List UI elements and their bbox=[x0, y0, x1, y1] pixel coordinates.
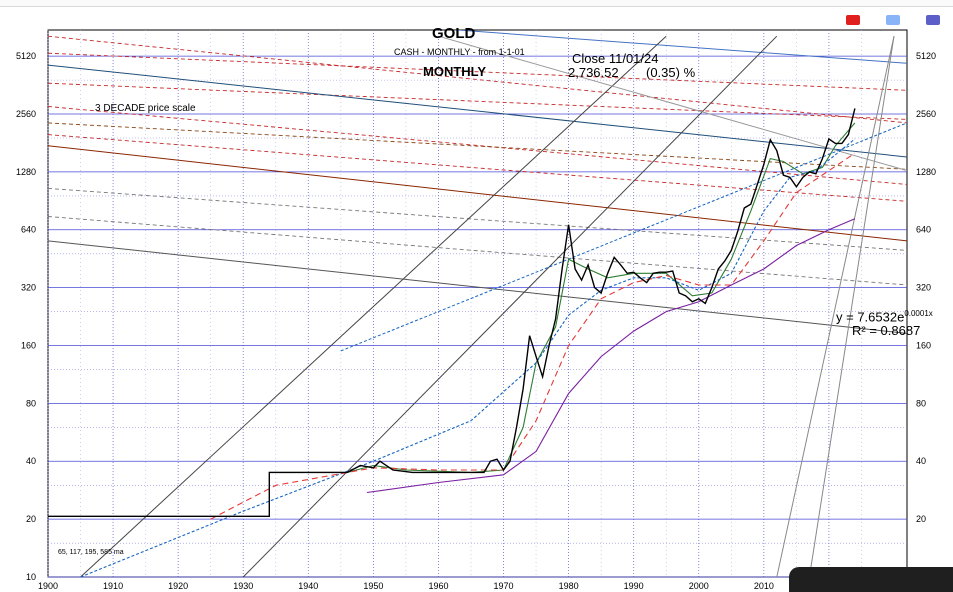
y-tick-label-right-5: 160 bbox=[916, 340, 931, 350]
x-tick-label-7: 1970 bbox=[494, 581, 514, 591]
scale-note: 3 DECADE price scale bbox=[95, 103, 196, 114]
y-tick-label-left-6: 80 bbox=[26, 398, 36, 408]
y-tick-label-right-1: 2560 bbox=[916, 109, 936, 119]
x-tick-label-5: 1950 bbox=[363, 581, 383, 591]
trend-line-8 bbox=[438, 35, 907, 172]
close-date-label: Close 11/01/24 bbox=[572, 51, 659, 66]
x-tick-label-6: 1960 bbox=[428, 581, 448, 591]
trend-line-6 bbox=[776, 36, 895, 577]
teams-icon[interactable] bbox=[926, 15, 940, 25]
y-tick-label-left-0: 5120 bbox=[16, 51, 36, 61]
y-tick-label-left-8: 20 bbox=[26, 514, 36, 524]
x-tick-label-8: 1980 bbox=[559, 581, 579, 591]
trend-line-5 bbox=[242, 35, 778, 577]
y-tick-label-left-3: 640 bbox=[21, 225, 36, 235]
close-value: 2,736.52 bbox=[568, 65, 619, 80]
moving-average-line-1 bbox=[80, 138, 856, 577]
y-tick-label-right-4: 320 bbox=[916, 283, 931, 293]
y-tick-label-right-8: 20 bbox=[916, 514, 926, 524]
channel-line-0 bbox=[48, 35, 907, 124]
x-tick-label-4: 1940 bbox=[298, 581, 318, 591]
trend-line-1 bbox=[48, 145, 907, 242]
y-tick-label-right-3: 640 bbox=[916, 225, 931, 235]
fit-equation-exponent: 0.0001x bbox=[904, 309, 933, 318]
frequency-label: MONTHLY bbox=[423, 64, 487, 79]
shield-icon[interactable] bbox=[807, 15, 821, 25]
x-tick-label-2: 1920 bbox=[168, 581, 188, 591]
y-tick-label-left-9: 10 bbox=[26, 572, 36, 582]
close-change: (0.35) % bbox=[646, 65, 696, 80]
taskbar-tray bbox=[789, 567, 953, 592]
y-tick-label-left-4: 320 bbox=[21, 283, 36, 293]
channel-line-4 bbox=[48, 134, 907, 202]
window-top-bar bbox=[0, 0, 953, 7]
fit-equation-base: y = 7.6532e bbox=[836, 309, 905, 325]
moving-average-note: 65, 117, 195, 585 ma bbox=[58, 549, 124, 556]
moving-average-line-2 bbox=[210, 152, 856, 520]
channel-line-2 bbox=[48, 82, 907, 120]
x-tick-label-10: 2000 bbox=[689, 581, 709, 591]
x-tick-label-3: 1930 bbox=[233, 581, 253, 591]
trend-lines bbox=[48, 30, 907, 577]
trend-line-4 bbox=[80, 35, 667, 577]
grid bbox=[47, 29, 908, 578]
y-tick-label-left-2: 1280 bbox=[16, 167, 36, 177]
trend-line-7 bbox=[808, 36, 895, 577]
blue-app-icon[interactable] bbox=[886, 15, 900, 25]
x-tick-label-0: 1900 bbox=[38, 581, 58, 591]
price-series bbox=[48, 108, 856, 577]
y-tick-label-left-7: 40 bbox=[26, 456, 36, 466]
x-tick-label-9: 1990 bbox=[624, 581, 644, 591]
y-tick-label-right-6: 80 bbox=[916, 398, 926, 408]
chart-subtitle: CASH - MONTHLY - from 1-1-01 bbox=[394, 47, 525, 57]
trend-line-9 bbox=[340, 122, 907, 352]
y-tick-label-right-7: 40 bbox=[916, 456, 926, 466]
fit-equation: y = 7.6532e0.0001x bbox=[836, 309, 933, 324]
x-tick-label-11: 2010 bbox=[754, 581, 774, 591]
y-tick-label-right-2: 1280 bbox=[916, 167, 936, 177]
channel-line-7 bbox=[48, 216, 907, 286]
channel-line-3 bbox=[48, 106, 907, 185]
x-tick-label-1: 1910 bbox=[103, 581, 123, 591]
trend-line-2 bbox=[451, 30, 907, 64]
trend-line-0 bbox=[48, 64, 907, 158]
chart-title: GOLD bbox=[432, 25, 476, 42]
price-line bbox=[48, 108, 856, 517]
moving-average-line-3 bbox=[366, 218, 856, 494]
y-tick-label-left-5: 160 bbox=[21, 340, 36, 350]
y-tick-label-left-1: 2560 bbox=[16, 109, 36, 119]
y-tick-label-right-0: 5120 bbox=[916, 51, 936, 61]
trend-line-3 bbox=[48, 240, 907, 334]
r-squared: R² = 0.8687 bbox=[852, 323, 921, 338]
channel-line-1 bbox=[48, 52, 907, 91]
red-app-icon[interactable] bbox=[846, 15, 860, 25]
